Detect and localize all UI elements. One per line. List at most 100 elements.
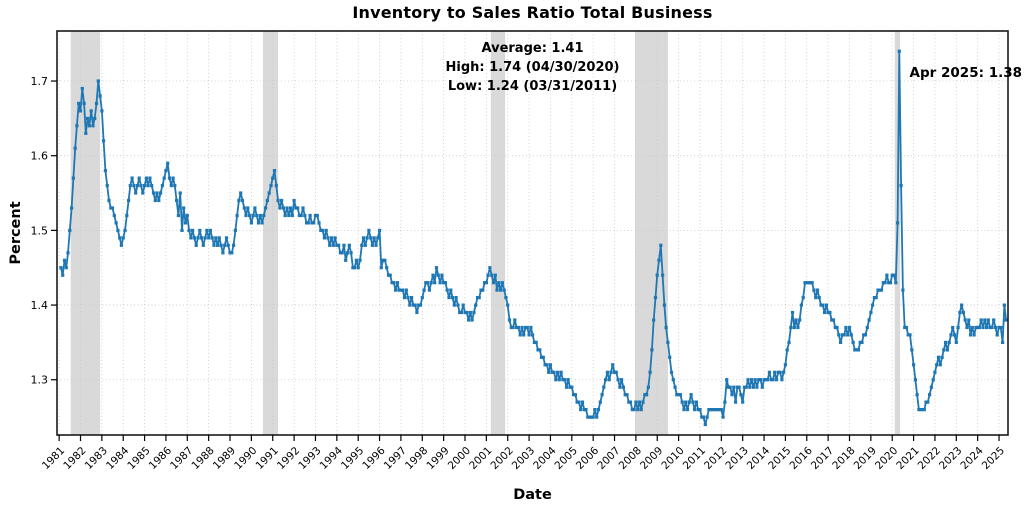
data-point-marker [183,221,188,225]
data-point-marker [664,325,668,330]
y-tick-label: 1.5 [31,224,49,237]
data-point-marker [470,318,474,322]
data-point-marker [671,378,675,382]
data-point-marker [237,198,241,203]
data-point-marker [235,213,239,218]
data-point-marker [579,408,583,412]
data-point-marker [109,206,113,210]
data-point-marker [164,169,168,173]
data-point-marker [849,333,853,337]
data-point-marker [833,325,837,330]
data-point-marker [554,378,558,382]
data-point-marker [646,385,650,389]
data-point-marker [169,184,173,188]
data-point-marker [600,393,604,397]
data-point-marker [677,393,681,397]
data-point-marker [792,325,796,330]
data-point-marker [919,408,923,412]
y-tick-label: 1.4 [31,299,49,312]
data-point-marker [148,176,152,180]
data-point-marker [139,184,143,188]
data-point-marker [504,296,508,300]
data-point-marker [548,363,552,367]
data-point-marker [678,393,682,397]
data-point-marker [253,206,257,210]
data-point-marker [201,243,205,247]
latest-value-annotation: Apr 2025: 1.38 [909,65,1022,81]
data-point-marker [598,400,602,404]
data-point-marker [180,228,184,232]
data-point-marker [860,340,864,344]
data-point-marker [618,385,622,389]
data-point-marker [166,161,170,165]
data-point-marker [285,206,289,210]
data-point-marker [87,124,91,128]
data-point-marker [920,408,925,412]
data-point-marker [98,94,102,98]
data-point-marker [958,310,962,315]
data-point-marker [294,206,298,210]
data-point-marker [769,378,773,382]
data-point-marker [817,296,821,300]
x-tick-label: 1988 [189,445,216,472]
data-point-marker [199,236,204,240]
data-point-marker [607,378,611,382]
data-point-marker [716,408,720,412]
data-point-marker [896,221,900,225]
data-point-marker [741,400,745,404]
data-point-marker [904,325,909,330]
data-point-marker [249,221,253,225]
data-point-marker [93,116,97,120]
data-point-marker [335,243,339,247]
data-point-marker [431,273,435,277]
data-point-marker [66,251,70,255]
data-point-marker [949,333,953,337]
data-point-marker [584,408,588,412]
data-point-marker [997,325,1001,330]
data-point-marker [301,206,305,210]
data-point-marker [329,236,334,240]
data-point-marker [114,221,118,225]
data-point-marker [657,258,661,262]
data-point-marker [70,206,74,210]
data-point-marker [639,408,643,412]
data-point-marker [798,318,802,322]
data-point-marker [609,370,613,374]
data-point-marker [429,281,433,285]
x-tick-label: 1986 [147,444,175,472]
data-point-marker [661,273,665,277]
data-point-marker [758,378,763,382]
data-point-marker [191,228,195,232]
data-point-marker [500,281,504,285]
data-point-marker [787,340,791,344]
data-point-marker [297,213,301,218]
data-point-marker [411,303,415,307]
data-point-marker [86,116,90,120]
data-point-marker [862,333,866,337]
data-point-marker [828,310,832,315]
data-point-marker [703,422,707,427]
x-tick-label: 1992 [275,445,302,472]
data-point-marker [143,184,147,188]
data-point-marker [801,296,805,300]
data-point-marker [345,251,350,255]
data-point-marker [73,146,77,150]
data-point-marker [258,213,262,218]
data-point-marker [493,273,497,277]
recession-band [490,31,506,435]
data-point-marker [753,378,757,382]
data-point-marker [499,288,503,292]
data-point-marker [725,378,729,382]
data-point-marker [132,184,136,188]
data-point-marker [196,236,200,240]
data-point-marker [461,303,465,307]
data-point-marker [947,340,951,344]
data-point-marker [748,385,752,389]
data-point-marker [418,303,423,307]
x-tick-label: 1999 [424,445,451,472]
data-point-marker [572,393,576,397]
data-point-marker [707,408,711,412]
data-point-marker [534,340,538,344]
data-point-marker [685,408,690,412]
recession-band [70,31,101,435]
